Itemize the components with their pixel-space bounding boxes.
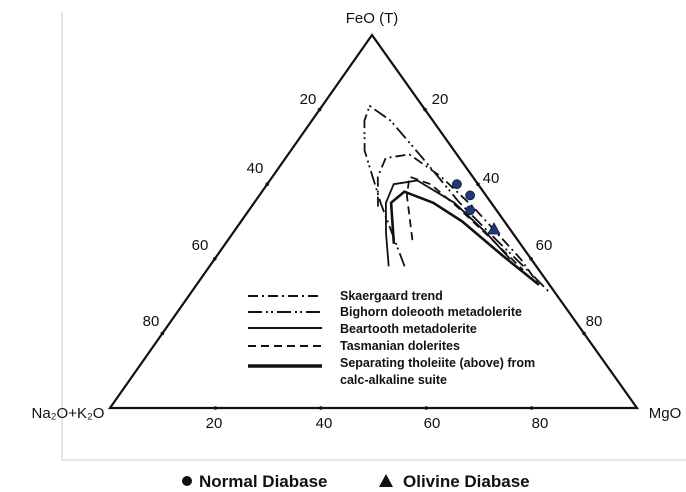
- normal-diabase-marker-3: [465, 205, 476, 216]
- legend-label-separating-line2: calc-alkaline suite: [340, 373, 447, 387]
- normal-diabase-marker-1: [451, 179, 462, 190]
- legend-label-beartooth: Beartooth metadolerite: [340, 322, 477, 336]
- legend-label-bighorn: Bighorn doleooth metadolerite: [340, 305, 522, 319]
- bottom-tick-label-80: 80: [532, 415, 549, 432]
- right-tick-mark-2: [476, 182, 480, 186]
- right-tick-label-20: 20: [432, 91, 449, 108]
- apex-label-right: MgO: [649, 405, 682, 422]
- left-tick-label-60: 60: [192, 237, 209, 254]
- olivine-diabase-marker-1: [487, 222, 501, 235]
- left-tick-mark-1: [317, 107, 322, 112]
- bottom-legend-olivine-label: Olivine Diabase: [403, 472, 530, 491]
- bottom-legend: Normal Diabase Olivine Diabase: [182, 472, 530, 491]
- right-tick-label-80: 80: [586, 313, 603, 330]
- right-tick-mark-4: [582, 331, 586, 336]
- left-tick-mark-3: [213, 257, 217, 261]
- bottom-tick-mark-2: [319, 406, 323, 410]
- right-tick-mark-3: [529, 257, 533, 261]
- bottom-tick-mark-1: [213, 406, 218, 410]
- legend-label-separating: Separating tholeiite (above) from: [340, 356, 535, 370]
- marker-layer: [451, 179, 501, 235]
- bottom-tick-label-60: 60: [424, 415, 441, 432]
- series-layer: [363, 105, 551, 294]
- apex-label-top: FeO (T): [346, 10, 399, 27]
- series-line-separating-tholeiite-above-from-calc-alkaline-suite: [389, 190, 540, 286]
- olivine-diabase-triangle-icon: [379, 474, 393, 487]
- legend-label-skaergaard: Skaergaard trend: [340, 289, 443, 303]
- right-tick-mark-1: [423, 107, 427, 112]
- left-tick-label-40: 40: [247, 160, 264, 177]
- normal-diabase-circle-icon: [182, 476, 192, 486]
- left-tick-mark-2: [265, 182, 270, 186]
- normal-diabase-marker-2: [465, 190, 476, 201]
- left-tick-label-80: 80: [143, 313, 160, 330]
- ternary-triangle: [107, 33, 640, 410]
- bottom-tick-label-20: 20: [206, 415, 223, 432]
- legend-label-tasmanian: Tasmanian dolerites: [340, 339, 460, 353]
- left-tick-mark-4: [160, 331, 165, 336]
- bottom-tick-mark-4: [529, 406, 534, 410]
- right-tick-label-40: 40: [483, 170, 500, 187]
- legend: Skaergaard trend Bighorn doleooth metado…: [248, 289, 535, 387]
- left-tick-label-20: 20: [300, 91, 317, 108]
- series-line-tasmanian-dolerites: [406, 175, 524, 271]
- series-line-skaergaard-trend: [376, 153, 540, 286]
- tick-marks: [160, 107, 586, 410]
- bottom-legend-normal-label: Normal Diabase: [199, 472, 328, 491]
- bottom-tick-label-40: 40: [316, 415, 333, 432]
- series-line-beartooth-metadolerite: [385, 179, 511, 267]
- bottom-tick-mark-3: [424, 406, 429, 410]
- right-tick-label-60: 60: [536, 237, 553, 254]
- series-line-bighorn-doleooth-metadolerite: [363, 105, 551, 294]
- apex-label-left: Na₂O+K₂O: [32, 405, 105, 422]
